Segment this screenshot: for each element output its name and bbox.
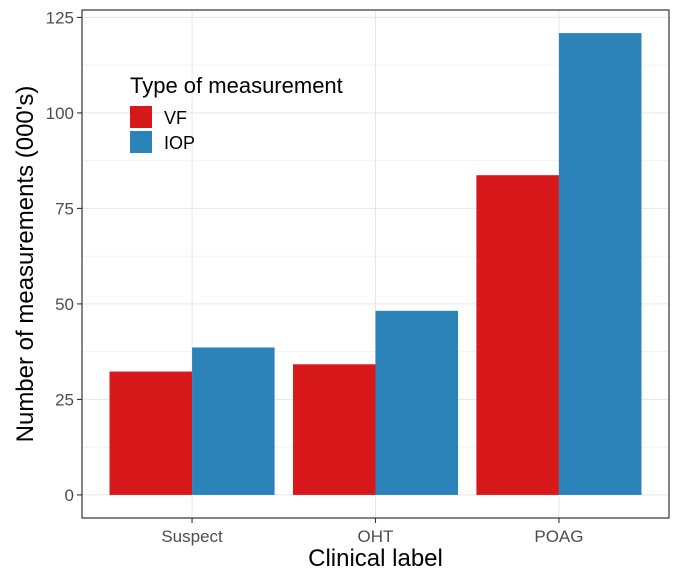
bar-iop-oht bbox=[375, 310, 459, 495]
x-tick-label: Suspect bbox=[161, 527, 223, 546]
axis-ticks: 0 25 50 75 100 125 Suspect OHT POAG bbox=[46, 8, 584, 546]
x-tick-label: OHT bbox=[358, 527, 394, 546]
bar-iop-suspect bbox=[192, 347, 275, 495]
bar-vf-poag bbox=[476, 175, 559, 495]
bar-vf-suspect bbox=[109, 371, 193, 495]
y-tick-label: 100 bbox=[46, 104, 74, 123]
legend-swatch-vf bbox=[130, 106, 152, 128]
bars bbox=[109, 33, 642, 495]
legend-label-iop: IOP bbox=[164, 133, 195, 153]
y-tick-label: 25 bbox=[55, 390, 74, 409]
bar-vf-oht bbox=[292, 364, 376, 495]
legend-title: Type of measurement bbox=[130, 73, 343, 98]
y-axis-title: Number of measurements (000's) bbox=[12, 86, 39, 443]
legend: Type of measurement VF IOP bbox=[130, 73, 343, 153]
legend-label-vf: VF bbox=[164, 108, 187, 128]
legend-swatch-iop bbox=[130, 131, 152, 153]
y-tick-label: 0 bbox=[65, 486, 74, 505]
y-tick-label: 50 bbox=[55, 295, 74, 314]
x-axis-title: Clinical label bbox=[308, 545, 443, 572]
bar-iop-poag bbox=[558, 33, 642, 495]
y-tick-label: 125 bbox=[46, 8, 74, 27]
x-tick-label: POAG bbox=[534, 527, 583, 546]
y-tick-label: 75 bbox=[55, 199, 74, 218]
